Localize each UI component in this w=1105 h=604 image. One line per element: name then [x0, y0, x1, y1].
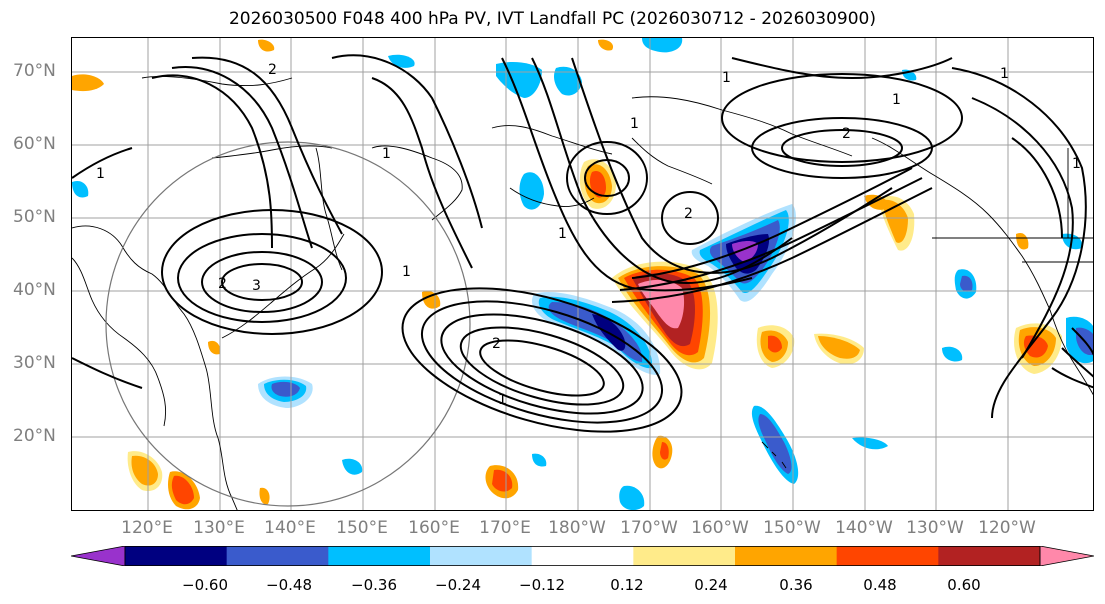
- lon-label: 170°W: [620, 518, 678, 538]
- lon-label: 180°W: [548, 518, 606, 538]
- lat-label: 40°N: [13, 280, 56, 300]
- contour-label: 1: [1072, 156, 1081, 172]
- colorbar-swatches: [70, 545, 1095, 567]
- lat-label: 70°N: [13, 61, 56, 81]
- contour-label: 1: [402, 264, 411, 280]
- reference-circle: [105, 141, 471, 507]
- lon-label: 140°W: [835, 518, 893, 538]
- contour-labels: 1 1 1 2 2 3 2 2 1 1 2 1 1 1 1 1: [96, 62, 1081, 408]
- lon-label: 120°E: [121, 518, 173, 538]
- lon-label: 130°W: [906, 518, 964, 538]
- colorbar-swatch: [226, 546, 329, 566]
- map-panel: 1 1 1 2 2 3 2 2 1 1 2 1 1 1 1 1: [71, 37, 1094, 511]
- ivt-contours: [72, 54, 1093, 433]
- colorbar-swatch: [125, 546, 228, 566]
- colorbar-swatch: [531, 546, 634, 566]
- colorbar-tick-label: 0.60: [947, 576, 981, 594]
- contour-label: 1: [1000, 66, 1009, 82]
- colorbar-tick-label: −0.36: [351, 576, 397, 594]
- colorbar-tick-label: −0.60: [182, 576, 228, 594]
- contour-label: 1: [498, 392, 507, 408]
- colorbar-swatch: [1039, 545, 1095, 567]
- colorbar-swatch: [430, 546, 533, 566]
- colorbar-swatch: [735, 546, 838, 566]
- contour-label: 1: [382, 146, 391, 162]
- lat-label: 60°N: [13, 134, 56, 154]
- contour-label: 1: [558, 226, 567, 242]
- lat-label: 30°N: [13, 353, 56, 373]
- contour-label: 2: [492, 336, 501, 352]
- contour-label: 2: [268, 62, 277, 78]
- colorbar-swatch: [633, 546, 736, 566]
- lon-label: 150°E: [336, 518, 388, 538]
- lon-label: 120°W: [978, 518, 1036, 538]
- colorbar-tick-label: −0.48: [266, 576, 312, 594]
- colorbar-swatch: [328, 546, 431, 566]
- figure-title: 2026030500 F048 400 hPa PV, IVT Landfall…: [228, 9, 876, 29]
- lon-label: 160°E: [408, 518, 460, 538]
- colorbar-swatch: [938, 546, 1041, 566]
- coastlines: [72, 75, 1093, 510]
- colorbar-tick-label: 0.24: [694, 576, 728, 594]
- lat-label: 20°N: [13, 426, 56, 446]
- colorbar: [70, 545, 1095, 567]
- contour-label: 1: [722, 70, 731, 86]
- colorbar-tick-label: −0.24: [435, 576, 481, 594]
- lon-label: 140°E: [264, 518, 316, 538]
- contour-label: 1: [630, 116, 639, 132]
- colorbar-tick-label: −0.12: [519, 576, 565, 594]
- lon-label: 160°W: [691, 518, 749, 538]
- map-canvas: 1 1 1 2 2 3 2 2 1 1 2 1 1 1 1 1: [72, 38, 1093, 510]
- contour-label: 1: [96, 166, 105, 182]
- lat-label: 50°N: [13, 207, 56, 227]
- lon-label: 130°E: [193, 518, 245, 538]
- contour-label: 2: [218, 276, 227, 292]
- contour-label: 1: [892, 92, 901, 108]
- colorbar-tick-label: 0.36: [779, 576, 813, 594]
- colorbar-tick-label: 0.12: [610, 576, 644, 594]
- colorbar-swatch: [70, 545, 126, 567]
- colorbar-swatch: [836, 546, 939, 566]
- colorbar-tick-label: 0.48: [863, 576, 897, 594]
- contour-label: 2: [684, 206, 693, 222]
- lon-label: 170°E: [479, 518, 531, 538]
- lon-label: 150°W: [763, 518, 821, 538]
- colorbar-frame: [124, 546, 1041, 566]
- contour-label: 2: [842, 126, 851, 142]
- contour-label: 3: [252, 278, 261, 294]
